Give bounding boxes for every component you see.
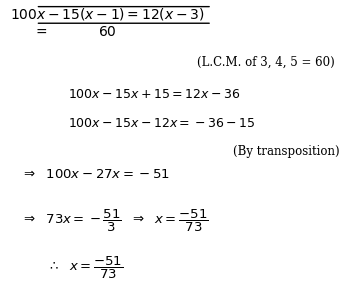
Text: $\Rightarrow$  $100x - 27x = -51$: $\Rightarrow$ $100x - 27x = -51$ <box>21 168 170 181</box>
Text: $\therefore$  $x = \dfrac{-51}{73}$: $\therefore$ $x = \dfrac{-51}{73}$ <box>47 255 124 281</box>
Text: (By transposition): (By transposition) <box>233 145 340 158</box>
Text: $\Rightarrow$  $73x = -\dfrac{51}{3}$  $\Rightarrow$  $x = \dfrac{-51}{73}$: $\Rightarrow$ $73x = -\dfrac{51}{3}$ $\R… <box>21 208 208 234</box>
Text: $60$: $60$ <box>98 25 117 39</box>
Text: $=$: $=$ <box>32 24 47 38</box>
Text: $100x - 15x + 15 = 12x - 36$: $100x - 15x + 15 = 12x - 36$ <box>68 88 241 101</box>
Text: $100x - 15(x-1) = 12(x-3)$: $100x - 15(x-1) = 12(x-3)$ <box>10 6 205 23</box>
Text: (L.C.M. of 3, 4, 5 = 60): (L.C.M. of 3, 4, 5 = 60) <box>197 56 335 69</box>
Text: $100x - 15x - 12x = -36 - 15$: $100x - 15x - 12x = -36 - 15$ <box>68 117 256 130</box>
